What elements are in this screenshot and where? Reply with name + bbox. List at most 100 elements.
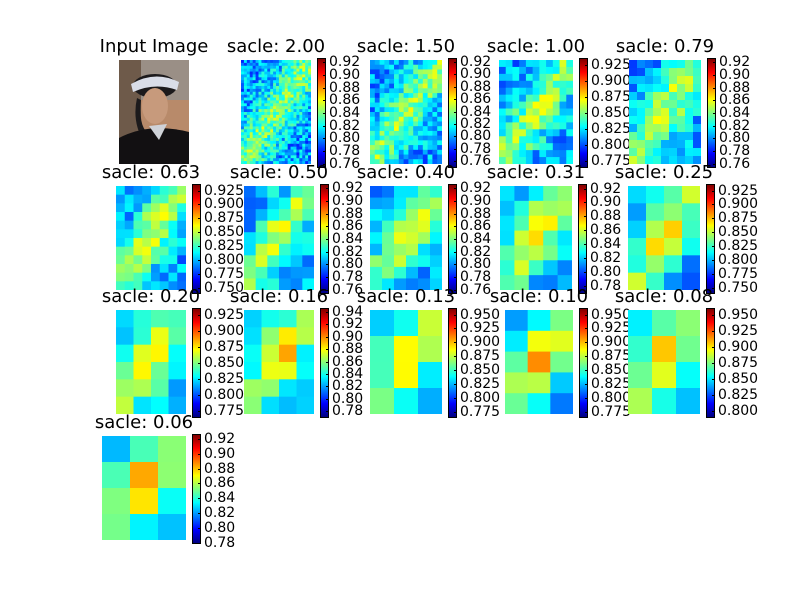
colorbar-tick-label: 0.76 bbox=[460, 281, 492, 298]
heatmap-panel bbox=[370, 310, 442, 414]
colorbar-tick bbox=[198, 331, 201, 333]
colorbar-tick bbox=[584, 258, 587, 260]
colorbar-tick-label: 0.76 bbox=[332, 281, 364, 298]
colorbar-tick bbox=[584, 272, 587, 274]
colorbar-tick-label: 0.80 bbox=[460, 256, 492, 273]
colorbar-tick bbox=[454, 356, 457, 358]
colorbar-tick bbox=[584, 244, 587, 246]
colorbar-tick bbox=[326, 200, 329, 202]
colorbar-tick bbox=[712, 273, 715, 275]
colorbar bbox=[448, 58, 457, 168]
colorbar-tick-label: 0.850 bbox=[591, 105, 632, 121]
colorbar-tick-label: 0.84 bbox=[460, 231, 492, 247]
colorbar-tick bbox=[326, 188, 329, 190]
colorbar-tick-label: 0.94 bbox=[332, 304, 364, 321]
colorbar-tick bbox=[198, 287, 201, 289]
heatmap-panel bbox=[370, 186, 442, 290]
colorbar-tick-label: 0.86 bbox=[204, 475, 236, 492]
colorbar-tick bbox=[326, 264, 329, 266]
colorbar-tick bbox=[584, 286, 587, 287]
colorbar-tick bbox=[326, 398, 329, 400]
colorbar-tick-label: 0.78 bbox=[590, 278, 622, 294]
colorbar-tick-label: 0.88 bbox=[590, 208, 622, 225]
colorbar-tick-label: 0.775 bbox=[591, 152, 632, 169]
colorbar-tick bbox=[198, 273, 201, 275]
colorbar-tick-label: 0.800 bbox=[591, 136, 632, 153]
colorbar-tick-label: 0.82 bbox=[460, 243, 492, 260]
colorbar-tick bbox=[198, 378, 201, 380]
colorbar-tick-label: 0.92 bbox=[329, 54, 361, 71]
panel-title: sacle: 0.06 bbox=[94, 412, 194, 433]
colorbar-tick bbox=[323, 113, 326, 114]
colorbar-tick-label: 0.86 bbox=[460, 91, 492, 108]
panel-title: sacle: 1.00 bbox=[486, 36, 586, 57]
heatmap-panel bbox=[505, 310, 573, 414]
colorbar-tick-label: 0.775 bbox=[718, 265, 759, 282]
colorbar-tick-label: 0.90 bbox=[460, 66, 492, 83]
heatmap-panel bbox=[628, 186, 700, 290]
colorbar-tick-label: 0.86 bbox=[719, 92, 751, 109]
colorbar-tick bbox=[198, 498, 201, 500]
colorbar-tick-label: 0.92 bbox=[719, 54, 751, 71]
colorbar-tick bbox=[454, 383, 457, 385]
colorbar-tick-label: 0.86 bbox=[460, 218, 492, 235]
colorbar-tick bbox=[585, 144, 588, 146]
colorbar-tick-label: 0.92 bbox=[590, 180, 622, 197]
colorbar-tick bbox=[326, 226, 329, 228]
heatmap-panel bbox=[241, 60, 311, 164]
colorbar-tick-label: 0.88 bbox=[460, 78, 492, 95]
colorbar-tick bbox=[713, 87, 716, 89]
colorbar-tick bbox=[454, 369, 457, 371]
colorbar-tick bbox=[713, 138, 716, 140]
colorbar-tick-label: 0.78 bbox=[204, 535, 236, 551]
colorbar-tick-label: 0.88 bbox=[460, 205, 492, 222]
colorbar-tick-label: 0.90 bbox=[204, 445, 236, 462]
colorbar-tick-label: 0.900 bbox=[591, 73, 632, 90]
colorbar-tick-label: 0.900 bbox=[591, 334, 632, 351]
colorbar-tick bbox=[712, 363, 715, 364]
colorbar-tick-label: 0.900 bbox=[718, 339, 759, 356]
colorbar-tick-label: 0.88 bbox=[332, 341, 364, 358]
panel-title: sacle: 0.08 bbox=[614, 286, 714, 307]
colorbar-tick-label: 0.80 bbox=[460, 128, 492, 145]
panel-title: sacle: 0.25 bbox=[614, 162, 714, 183]
heatmap-panel bbox=[499, 60, 573, 164]
colorbar-tick bbox=[454, 62, 457, 64]
colorbar-tick bbox=[198, 410, 201, 412]
colorbar-tick bbox=[712, 315, 715, 317]
colorbar-tick bbox=[713, 163, 716, 165]
colorbar-tick-label: 0.900 bbox=[204, 196, 245, 213]
colorbar-tick bbox=[198, 218, 201, 220]
colorbar-tick-label: 0.80 bbox=[204, 520, 236, 537]
colorbar-tick bbox=[326, 289, 329, 291]
colorbar-tick-label: 0.84 bbox=[719, 105, 751, 121]
colorbar-tick-label: 0.78 bbox=[460, 140, 492, 157]
colorbar-tick bbox=[713, 151, 716, 153]
colorbar-tick-label: 0.800 bbox=[718, 251, 759, 268]
colorbar-tick-label: 0.80 bbox=[332, 256, 364, 273]
colorbar bbox=[192, 184, 201, 294]
colorbar-tick bbox=[712, 287, 715, 289]
colorbar-tick-label: 0.88 bbox=[719, 79, 751, 96]
panel-title: sacle: 0.63 bbox=[101, 162, 201, 183]
colorbar-tick bbox=[585, 65, 588, 67]
colorbar-tick-label: 0.90 bbox=[329, 66, 361, 83]
colorbar-tick-label: 0.78 bbox=[719, 143, 751, 160]
heatmap-panel bbox=[102, 436, 186, 540]
panel-title: sacle: 0.13 bbox=[356, 286, 456, 307]
colorbar-tick-label: 0.84 bbox=[204, 490, 236, 507]
colorbar-tick-label: 0.82 bbox=[590, 250, 622, 267]
colorbar-tick-label: 0.950 bbox=[718, 307, 759, 324]
colorbar-tick bbox=[584, 202, 587, 204]
colorbar-tick-label: 0.775 bbox=[591, 403, 632, 420]
colorbar-tick-label: 0.800 bbox=[204, 386, 245, 403]
panel-title: sacle: 0.31 bbox=[486, 162, 586, 183]
colorbar-tick bbox=[454, 289, 457, 291]
colorbar-tick-label: 0.925 bbox=[718, 182, 759, 199]
heatmap-panel bbox=[500, 186, 572, 290]
colorbar-tick-label: 0.84 bbox=[332, 231, 364, 247]
colorbar-tick bbox=[454, 213, 457, 215]
colorbar-tick bbox=[585, 128, 588, 130]
colorbar-tick-label: 0.800 bbox=[204, 251, 245, 268]
colorbar-tick bbox=[712, 232, 715, 234]
